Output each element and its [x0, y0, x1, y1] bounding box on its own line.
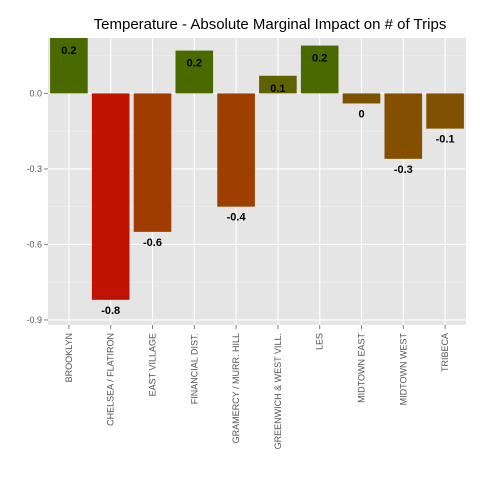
x-tick-label: MIDTOWN EAST: [357, 333, 367, 403]
data-label: 0.1: [270, 83, 285, 95]
x-tick-label: EAST VILLAGE: [148, 333, 158, 396]
x-tick-label: CHELSEA / FLATIRON: [106, 333, 116, 426]
data-label: -0.8: [101, 305, 120, 317]
bars: [50, 38, 464, 300]
data-label: -0.1: [436, 134, 455, 146]
x-tick-label: GRAMERCY / MURR. HILL: [231, 333, 241, 443]
data-label: -0.3: [394, 164, 413, 176]
bar: [300, 45, 339, 94]
data-label: 0.2: [312, 53, 327, 65]
data-label: 0.2: [61, 45, 76, 57]
x-axis: BROOKLYN CHELSEA / FLATIRON EAST VILLAGE FI…: [64, 325, 450, 449]
data-label: -0.6: [143, 237, 162, 249]
bar: [175, 50, 214, 94]
bar: [50, 38, 88, 94]
x-tick-label: BROOKLYN: [64, 333, 74, 382]
data-label: 0.2: [187, 58, 202, 70]
y-axis: 0.0 -0.3 -0.6 -0.9: [26, 88, 48, 325]
x-tick-label: GREENWICH & WEST VILL.: [273, 333, 283, 449]
x-tick-label: LES: [315, 333, 325, 350]
bar: [259, 75, 297, 94]
data-label: -0.4: [227, 212, 247, 224]
y-tick-label: -0.3: [26, 164, 42, 174]
x-tick-label: FINANCIAL DIST.: [189, 333, 199, 404]
bar: [342, 93, 381, 104]
bar: [384, 93, 423, 159]
data-labels: 0.2 -0.8 -0.6 0.2 -0.4 0.1 0.2 0 -0.3 -0.1: [61, 45, 454, 317]
y-tick-label: 0.0: [29, 88, 42, 98]
chart-title: Temperature - Absolute Marginal Impact o…: [94, 16, 447, 33]
bar: [133, 93, 172, 232]
x-tick-label: TRIBECA: [440, 333, 450, 372]
y-tick-label: -0.9: [26, 315, 42, 325]
bar: [217, 93, 255, 207]
y-tick-label: -0.6: [26, 239, 42, 249]
bar: [91, 93, 130, 300]
data-label: 0: [358, 108, 364, 120]
bar: [426, 93, 464, 129]
x-tick-label: MIDTOWN WEST: [398, 333, 408, 406]
